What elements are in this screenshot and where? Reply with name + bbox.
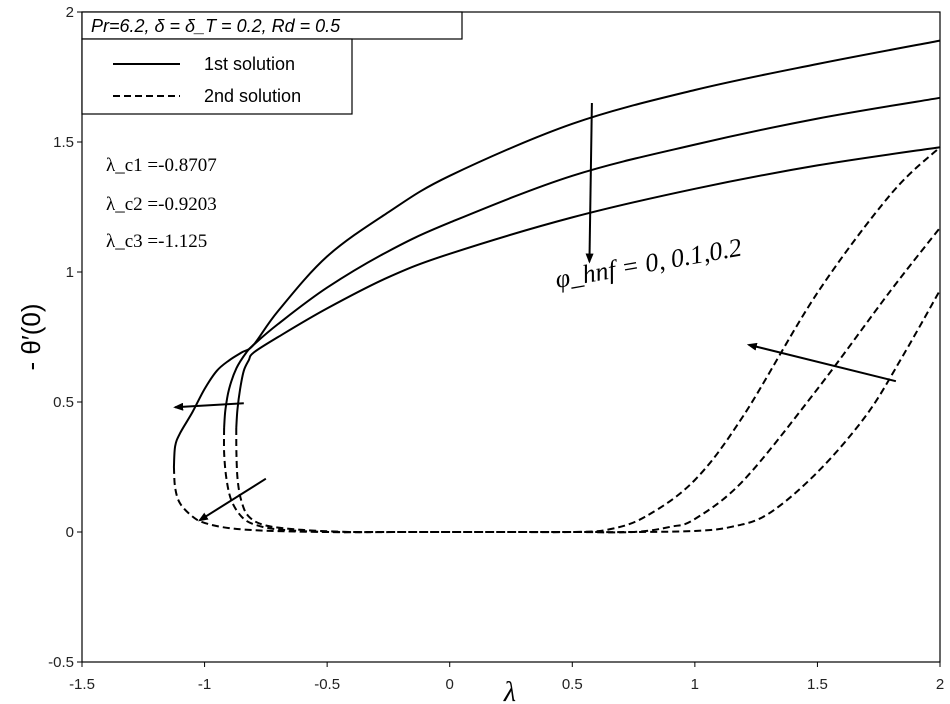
y-axis-label: - θ′(0) (16, 304, 46, 371)
solution-curves (172, 39, 941, 534)
phi-parameter-label: φ_hnf = 0, 0.1,0.2 (553, 233, 744, 294)
y-tick-label: 1 (66, 264, 74, 281)
x-axis-ticks: -1.5 -1 -0.5 0 0.5 1 1.5 2 (69, 662, 944, 693)
title-box (81, 11, 463, 40)
trend-arrow-4 (197, 477, 267, 522)
trend-arrows (173, 102, 897, 522)
trend-arrow-2 (746, 342, 897, 383)
legend-entry-2nd-solution: 2nd solution (204, 86, 301, 106)
legend-entry-1st-solution: 1st solution (204, 54, 295, 74)
trend-arrow-3 (173, 402, 244, 411)
critical-value-3: λ_c3 =-1.125 (106, 231, 207, 252)
chart-title: Pr=6.2, δ = δ_T = 0.2, Rd = 0.5 (91, 16, 341, 36)
second-solution-curve-3 (235, 289, 941, 534)
x-tick-label: 0 (446, 676, 454, 693)
y-tick-label: -0.5 (48, 654, 74, 671)
plot-frame (81, 11, 941, 663)
critical-value-1: λ_c1 =-0.8707 (106, 155, 217, 176)
x-tick-label: 1 (691, 676, 699, 693)
critical-value-2: λ_c2 =-0.9203 (106, 194, 217, 215)
y-tick-label: 0.5 (53, 394, 74, 411)
first-solution-curve-3 (235, 146, 941, 429)
y-tick-label: 1.5 (53, 134, 74, 151)
x-tick-label: -1 (198, 676, 211, 693)
first-solution-curve-1 (172, 39, 941, 468)
legend-box (81, 38, 353, 115)
x-axis-label: λ (503, 677, 516, 704)
x-tick-label: 0.5 (562, 676, 583, 693)
second-solution-curve-1 (172, 146, 941, 534)
trend-arrow-1 (585, 102, 594, 264)
y-tick-label: 2 (66, 4, 74, 21)
x-tick-label: -1.5 (69, 676, 95, 693)
y-tick-label: 0 (66, 524, 74, 541)
x-tick-label: 1.5 (807, 676, 828, 693)
y-axis-ticks: -0.5 0 0.5 1 1.5 2 (48, 4, 82, 671)
first-solution-curve-2 (223, 96, 941, 429)
x-tick-label: 2 (936, 676, 944, 693)
x-tick-label: -0.5 (314, 676, 340, 693)
